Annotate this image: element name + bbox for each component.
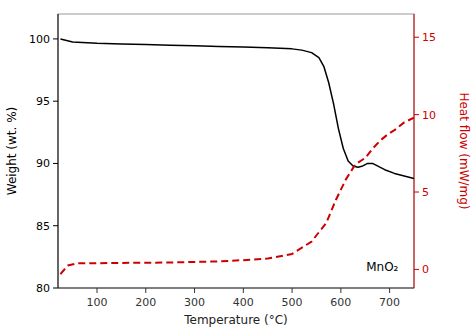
x-tick-label: 200 xyxy=(135,296,156,309)
chart: 100 200 300 400 500 600 700 80 85 90 95 100 0 5 10 15 Te… xyxy=(0,0,474,334)
annotation: MnO₂ xyxy=(366,260,398,274)
y2-series-line xyxy=(60,118,414,274)
y-tick xyxy=(53,225,58,226)
y-tick xyxy=(53,163,58,164)
x-tick-label: 100 xyxy=(87,296,108,309)
x-tick-label: 400 xyxy=(233,296,254,309)
y2-axis-line xyxy=(414,14,415,288)
y-tick xyxy=(53,101,58,102)
x-tick xyxy=(292,288,293,293)
y2-tick xyxy=(414,114,419,115)
x-tick-label: 600 xyxy=(330,296,351,309)
series-line xyxy=(60,39,414,178)
y2-tick-label: 5 xyxy=(422,186,429,199)
y-axis-line xyxy=(58,14,59,288)
y2-tick xyxy=(414,269,419,270)
x-tick xyxy=(145,288,146,293)
y2-tick-label: 10 xyxy=(422,109,436,122)
x-tick-label: 300 xyxy=(184,296,205,309)
x-axis-label: Temperature (°C) xyxy=(183,313,288,327)
plot-frame xyxy=(58,14,414,288)
x-tick-label: 500 xyxy=(282,296,303,309)
y-tick-label: 85 xyxy=(36,220,50,233)
y-tick-label: 90 xyxy=(36,157,50,170)
y-tick-label: 80 xyxy=(36,282,50,295)
y2-tick xyxy=(414,37,419,38)
x-tick xyxy=(194,288,195,293)
y-tick-label: 95 xyxy=(36,95,50,108)
x-tick xyxy=(97,288,98,293)
y-tick-label: 100 xyxy=(29,33,50,46)
x-tick xyxy=(340,288,341,293)
y2-tick-label: 0 xyxy=(422,263,429,276)
x-axis-line xyxy=(58,288,414,289)
y-tick xyxy=(53,288,58,289)
y-axis-label: Weight (wt. %) xyxy=(5,107,19,196)
y2-axis-label: Heat flow (mW/mg) xyxy=(457,92,471,209)
y-tick xyxy=(53,38,58,39)
plot-area xyxy=(60,39,414,274)
y2-tick-label: 15 xyxy=(422,31,436,44)
x-tick-label: 700 xyxy=(379,296,400,309)
y2-tick xyxy=(414,192,419,193)
x-tick xyxy=(389,288,390,293)
x-tick xyxy=(243,288,244,293)
